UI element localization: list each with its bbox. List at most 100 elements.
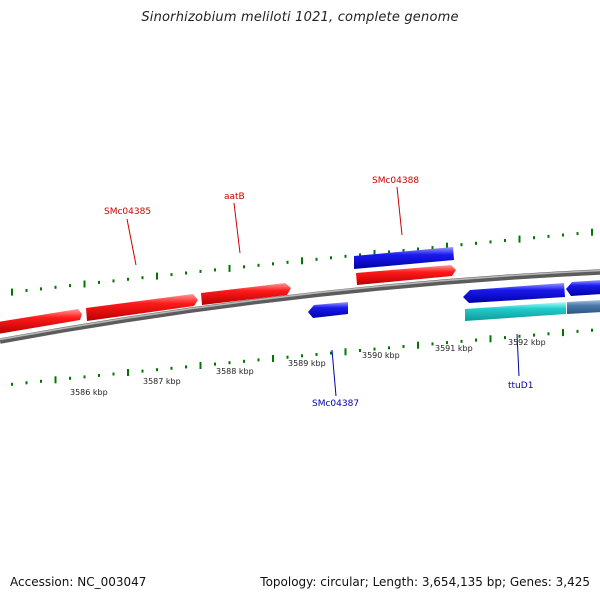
gene-arrow-smc04388-lower[interactable] [356, 265, 456, 285]
length-value: 3,654,135 bp [421, 575, 502, 589]
forward-strand-ticks [11, 228, 593, 296]
minor-tick [25, 381, 28, 385]
major-tick [11, 288, 13, 296]
minor-tick [373, 347, 376, 351]
major-tick [301, 257, 303, 265]
minor-tick [330, 351, 332, 355]
accession-info: Accession: NC_003047 [10, 575, 146, 589]
gene-arrow-smc04385[interactable] [86, 294, 198, 321]
genes-label: Genes: [509, 575, 552, 589]
minor-tick [112, 372, 115, 376]
gene-arrow-ttud1[interactable] [465, 302, 566, 321]
minor-tick [591, 328, 593, 332]
minor-tick [388, 250, 390, 254]
gene-arrow-reverse-3[interactable] [567, 300, 600, 314]
minor-tick [359, 349, 361, 352]
major-tick [156, 272, 158, 280]
genome-backbone [0, 269, 600, 344]
scale-label: 3586 kbp [70, 388, 108, 397]
minor-tick [460, 243, 463, 247]
minor-tick [112, 279, 115, 283]
minor-tick [25, 289, 28, 292]
genome-stats: Topology: circular; Length: 3,654,135 bp… [260, 575, 590, 589]
minor-tick [156, 368, 158, 372]
leader-smc04388 [396, 186, 403, 236]
minor-tick [170, 273, 173, 277]
minor-tick [344, 254, 347, 258]
leader-smc04387 [331, 349, 337, 397]
minor-tick [228, 361, 231, 365]
minor-tick [489, 240, 492, 244]
leader-smc04385 [126, 218, 137, 266]
minor-tick [504, 239, 506, 242]
major-tick [373, 249, 376, 257]
major-tick [591, 228, 593, 236]
minor-tick [576, 232, 579, 236]
gene-label-ttud1: ttuD1 [508, 381, 533, 391]
minor-tick [257, 358, 260, 362]
minor-tick [40, 379, 42, 383]
major-tick [272, 355, 274, 362]
scale-label: 3587 kbp [143, 377, 181, 386]
major-tick [228, 264, 231, 272]
major-tick [562, 329, 564, 337]
minor-tick [301, 354, 303, 358]
minor-tick [69, 376, 71, 380]
leader-aatb [233, 202, 241, 254]
minor-tick [141, 369, 144, 373]
minor-tick [185, 365, 187, 369]
gene-label-smc04388: SMc04388 [372, 176, 419, 186]
minor-tick [518, 334, 521, 338]
scale-label: 3591 kbp [435, 344, 473, 353]
minor-tick [562, 233, 564, 237]
major-tick [54, 376, 57, 384]
gene-label-smc04385: SMc04385 [104, 207, 151, 217]
major-tick [83, 280, 86, 288]
major-tick [446, 242, 448, 250]
minor-tick [431, 342, 434, 346]
gene-arrow-forward[interactable] [0, 309, 82, 334]
minor-tick [330, 256, 332, 260]
minor-tick [214, 362, 216, 366]
minor-tick [199, 269, 202, 273]
minor-tick [533, 236, 535, 240]
minor-tick [402, 345, 405, 348]
scale-label: 3588 kbp [216, 367, 254, 376]
minor-tick [185, 271, 187, 275]
minor-tick [431, 246, 434, 250]
genome-backbone-highlight [0, 269, 600, 341]
minor-tick [475, 241, 477, 245]
major-tick [518, 235, 521, 243]
minor-tick [460, 339, 463, 343]
minor-tick [446, 341, 448, 345]
major-tick [489, 335, 492, 343]
topology-value: circular [320, 575, 365, 589]
minor-tick [475, 338, 477, 342]
gene-arrow-reverse-2[interactable] [566, 280, 600, 296]
minor-tick [504, 336, 506, 340]
gene-arrow-smc04387[interactable] [308, 302, 348, 318]
major-tick [344, 348, 347, 356]
minor-tick [417, 247, 419, 251]
minor-tick [83, 375, 86, 379]
gene-arrow-reverse-1[interactable] [463, 283, 565, 303]
minor-tick [141, 276, 144, 280]
genome-title: Sinorhizobium meliloti 1021, complete ge… [141, 10, 459, 25]
minor-tick [402, 249, 405, 252]
minor-tick [576, 329, 579, 333]
minor-tick [98, 280, 100, 284]
accession-value: NC_003047 [77, 575, 147, 589]
topology-label: Topology: [260, 575, 317, 589]
gene-arrow-aatb[interactable] [201, 283, 291, 305]
gene-arrow-smc04388[interactable] [354, 247, 454, 269]
minor-tick [11, 382, 13, 386]
minor-tick [315, 353, 318, 356]
minor-tick [359, 253, 361, 257]
minor-tick [170, 366, 173, 370]
accession-label: Accession: [10, 575, 74, 589]
minor-tick [127, 277, 129, 281]
scale-label: 3589 kbp [288, 359, 326, 368]
minor-tick [243, 359, 245, 363]
